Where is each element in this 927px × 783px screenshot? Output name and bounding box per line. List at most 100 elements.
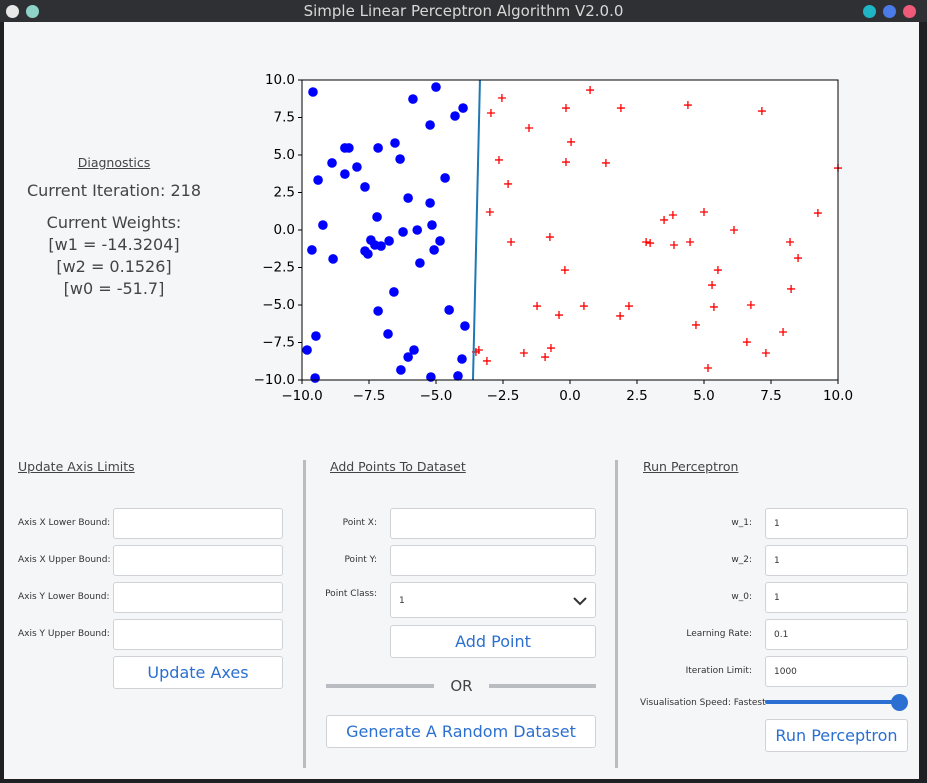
- point: [761, 349, 770, 357]
- field-label: Point Y:: [344, 555, 377, 565]
- point: [579, 302, 588, 311]
- point: [813, 209, 822, 218]
- text-input[interactable]: [113, 545, 283, 576]
- x-tick-label: −5.0: [420, 388, 453, 404]
- point: [440, 173, 450, 183]
- point: [660, 215, 669, 224]
- point: [686, 238, 695, 246]
- field-label: Axis X Upper Bound:: [18, 555, 111, 565]
- point: [415, 258, 425, 268]
- point: [730, 226, 739, 234]
- text-input[interactable]: [390, 545, 596, 576]
- slider-handle[interactable]: [891, 694, 908, 711]
- window-title: Simple Linear Perceptron Algorithm V2.0.…: [303, 2, 624, 20]
- text-input[interactable]: 1: [765, 582, 908, 613]
- point: [373, 306, 383, 316]
- point: [794, 254, 803, 263]
- title-bar: Simple Linear Perceptron Algorithm V2.0.…: [0, 0, 927, 22]
- point: [398, 227, 408, 237]
- chevron: [573, 597, 587, 606]
- y-tick-label: 5.0: [274, 147, 295, 163]
- point: [709, 302, 718, 311]
- point: [567, 137, 576, 146]
- text-input[interactable]: [113, 619, 283, 650]
- y-tick-label: 10.0: [265, 72, 295, 88]
- point: [344, 143, 354, 153]
- separator-line: [489, 684, 596, 688]
- maximize-button[interactable]: [883, 5, 896, 18]
- point: [340, 169, 350, 179]
- point: [546, 344, 555, 353]
- point: [453, 371, 463, 381]
- button[interactable]: Run Perceptron: [765, 719, 908, 752]
- point: [435, 236, 445, 246]
- button[interactable]: Update Axes: [113, 656, 283, 689]
- point: [308, 87, 318, 97]
- point: [389, 287, 399, 297]
- slider-track[interactable]: [765, 700, 900, 704]
- field-label: Visualisation Speed: Fastest: [640, 698, 766, 708]
- text-input[interactable]: [390, 508, 596, 539]
- point: [561, 104, 570, 113]
- point: [601, 158, 610, 167]
- point: [426, 372, 436, 382]
- separator-text: OR: [450, 677, 473, 695]
- text-input[interactable]: 1000: [765, 656, 908, 687]
- point: [524, 124, 533, 132]
- field-label: Axis Y Upper Bound:: [18, 629, 110, 639]
- point: [384, 236, 394, 246]
- diagnostics-heading: Diagnostics: [77, 155, 151, 170]
- button[interactable]: Add Point: [390, 625, 596, 658]
- field-label: w_0:: [731, 592, 752, 602]
- point: [616, 311, 625, 320]
- point: [395, 154, 405, 164]
- point: [683, 101, 692, 110]
- point: [383, 329, 393, 339]
- field-label: Learning Rate:: [686, 629, 752, 639]
- point: [302, 345, 312, 355]
- iteration: Current Iteration: 218: [26, 181, 202, 200]
- field-label: Iteration Limit:: [685, 666, 752, 676]
- minimize-button[interactable]: [863, 5, 876, 18]
- point: [403, 352, 413, 362]
- point: [318, 220, 328, 230]
- close-button[interactable]: [903, 5, 916, 18]
- point: [624, 302, 633, 311]
- point: [708, 281, 717, 290]
- panel-heading: Update Axis Limits: [18, 459, 135, 474]
- select[interactable]: 1: [390, 582, 596, 618]
- plot-area: [302, 80, 838, 380]
- point: [408, 94, 418, 104]
- weights-heading: Current Weights:: [46, 213, 182, 232]
- pin-icon[interactable]: [26, 5, 39, 18]
- x-tick-label: 5.0: [693, 388, 714, 404]
- point: [669, 241, 678, 249]
- point: [425, 198, 435, 208]
- field-label: Axis Y Lower Bound:: [18, 592, 110, 602]
- point: [704, 364, 713, 372]
- close-icon[interactable]: [6, 5, 19, 18]
- point: [561, 158, 570, 167]
- point: [668, 211, 677, 219]
- text-input[interactable]: [113, 582, 283, 613]
- y-tick-label: 0.0: [274, 222, 295, 238]
- panel-heading: Add Points To Dataset: [330, 459, 466, 474]
- text-input[interactable]: 1: [765, 545, 908, 576]
- text-input[interactable]: [113, 508, 283, 539]
- point: [458, 103, 468, 113]
- button[interactable]: Generate A Random Dataset: [326, 715, 596, 748]
- y-tick-label: −2.5: [262, 260, 295, 276]
- y-tick-label: 2.5: [274, 185, 295, 201]
- point: [450, 111, 460, 121]
- weight: [w2 = 0.1526]: [56, 257, 172, 276]
- point: [310, 373, 320, 383]
- text-input[interactable]: 1: [765, 508, 908, 539]
- point: [507, 238, 516, 246]
- y-tick-label: 7.5: [274, 110, 295, 126]
- point: [376, 241, 386, 251]
- weight: [w1 = -14.3204]: [48, 235, 180, 254]
- decision-boundary: [471, 79, 481, 381]
- text-input[interactable]: 0.1: [765, 619, 908, 650]
- field-label: w_2:: [731, 555, 752, 565]
